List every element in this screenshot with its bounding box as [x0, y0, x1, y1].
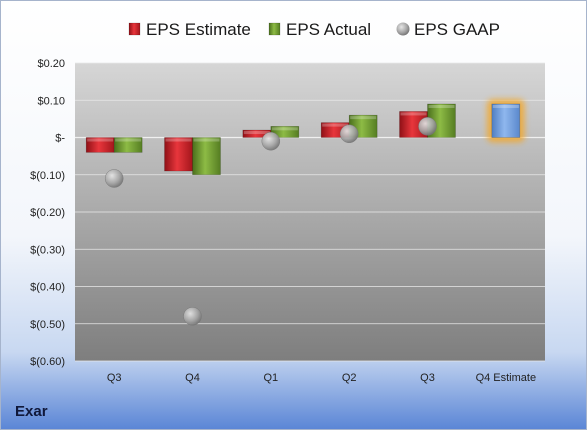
legend-label: EPS Actual [286, 20, 371, 39]
gridlines [75, 62, 545, 362]
eps-estimate-bar-bevel [322, 123, 349, 127]
x-tick-label: Q3 [107, 372, 122, 384]
x-tick-label: Q4 [185, 372, 200, 384]
x-axis-ticks: Q3 Q4 Q1 Q2 Q3 Q4 Estimate [107, 372, 536, 384]
eps-estimate-bar [164, 137, 193, 172]
bars [85, 98, 525, 176]
eps-actual-bar [192, 137, 221, 176]
eps-actual-bar-bevel [115, 138, 142, 142]
y-tick-label: $(0.50) [30, 319, 65, 331]
eps-estimate-bar-bevel [243, 131, 270, 135]
x-tick-label: Q3 [420, 372, 435, 384]
eps-actual-bar [270, 126, 300, 138]
y-tick-label: $0.10 [37, 95, 65, 107]
y-tick-label: $- [55, 133, 65, 145]
eps-actual-bar [113, 137, 143, 153]
legend-label: EPS Estimate [146, 20, 251, 39]
eps-estimate-bar-bevel [400, 112, 427, 116]
y-axis-ticks: $0.20 $0.10 $- $(0.10) $(0.20) $(0.30) $(0.40)… [30, 58, 65, 368]
eps-q4-estimate-bar [491, 103, 521, 138]
legend-swatch [268, 22, 281, 36]
eps-gaap-marker [339, 124, 359, 144]
x-tick-label: Q2 [342, 372, 357, 384]
eps-actual-bar-bevel [350, 116, 377, 120]
eps-gaap-marker [183, 307, 202, 326]
legend-swatch [128, 22, 141, 36]
eps-estimate-bar-bevel [87, 138, 114, 142]
y-tick-label: $(0.30) [30, 244, 65, 256]
eps-actual-bar-bevel [193, 138, 220, 142]
legend-swatch [396, 22, 410, 36]
eps-gaap-marker [261, 131, 281, 151]
eps-actual-bar-bevel [428, 104, 455, 108]
eps-gaap-marker [418, 117, 437, 136]
legend-label: EPS GAAP [414, 20, 500, 39]
y-tick-label: $(0.40) [30, 282, 65, 294]
eps-q4-estimate-bar-bevel [492, 104, 519, 108]
eps-gaap-marker [104, 169, 124, 188]
x-tick-label: Q4 Estimate [476, 372, 537, 384]
y-tick-label: $(0.10) [30, 170, 65, 182]
y-tick-label: $0.20 [37, 58, 65, 70]
x-tick-label: Q1 [263, 372, 278, 384]
eps-actual-bar-bevel [271, 127, 298, 131]
eps-estimate-bar-bevel [165, 138, 192, 142]
company-label: Exar [15, 403, 48, 420]
legend: EPS Estimate EPS Actual EPS GAAP [128, 20, 500, 39]
y-tick-label: $(0.60) [30, 356, 65, 368]
y-tick-label: $(0.20) [30, 207, 65, 219]
gaap-markers [104, 117, 437, 326]
